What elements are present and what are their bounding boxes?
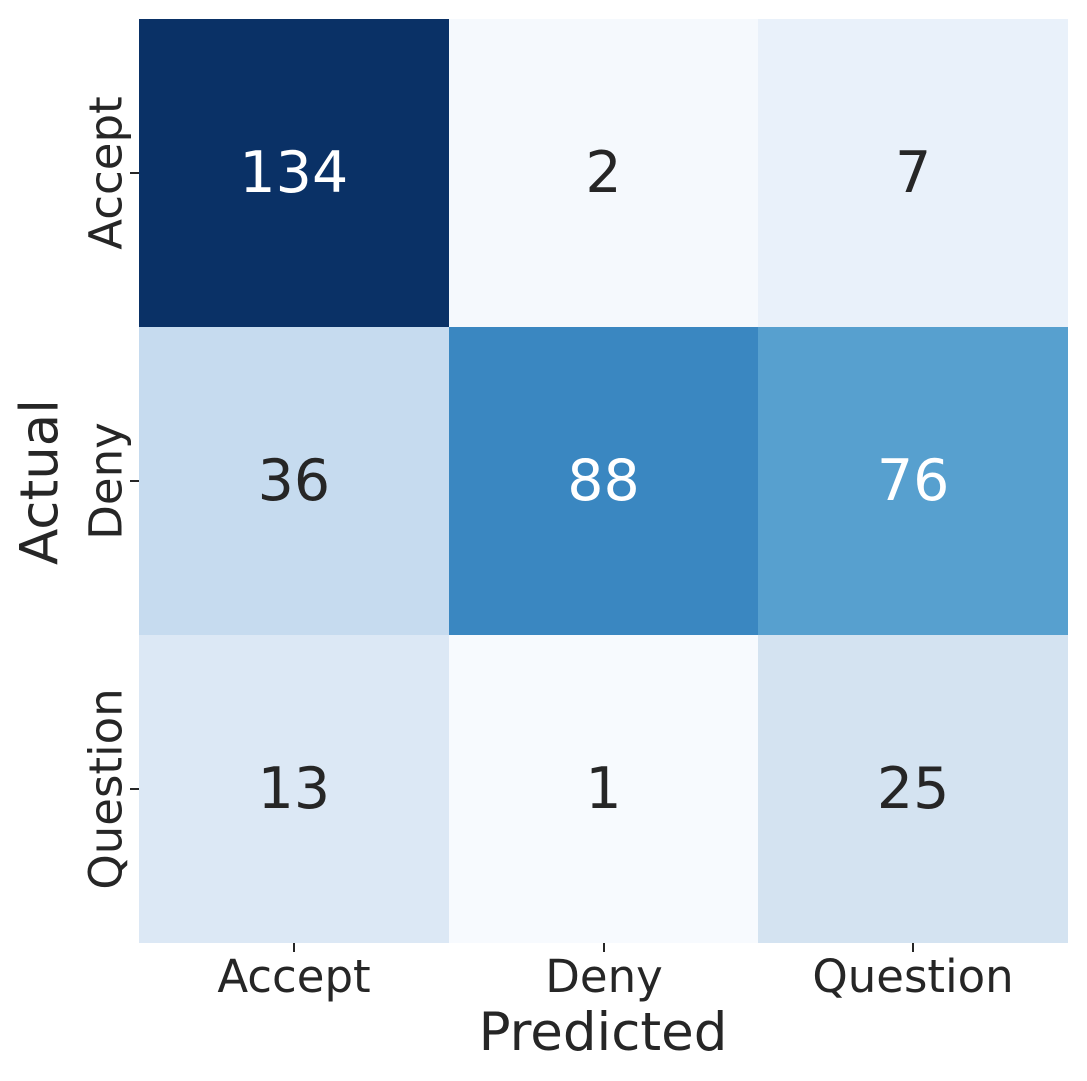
y-tick-mark — [130, 480, 139, 482]
heatmap-cell-deny-question: 76 — [758, 327, 1068, 635]
y-axis-label: Actual — [9, 398, 71, 566]
heatmap-cell-accept-deny: 2 — [448, 19, 759, 327]
x-tick-label-deny: Deny — [545, 950, 663, 1003]
heatmap-cell-question-deny: 1 — [448, 635, 759, 943]
heatmap-cell-question-question: 25 — [758, 635, 1068, 943]
x-tick-mark — [293, 943, 295, 952]
x-axis-label: Predicted — [478, 1002, 728, 1063]
x-tick-mark — [912, 943, 914, 952]
heatmap-grid: 134 2 7 36 88 76 13 1 25 — [139, 19, 1068, 943]
y-tick-mark — [130, 172, 139, 174]
heatmap-cell-accept-question: 7 — [758, 19, 1068, 327]
x-tick-label-question: Question — [812, 950, 1014, 1003]
y-tick-mark — [130, 788, 139, 790]
y-tick-label-deny: Deny — [79, 422, 133, 540]
y-tick-label-accept: Accept — [79, 96, 133, 250]
x-tick-mark — [603, 943, 605, 952]
heatmap-cell-deny-deny: 88 — [448, 327, 759, 635]
heatmap-cell-deny-accept: 36 — [139, 327, 449, 635]
x-tick-label-accept: Accept — [217, 950, 371, 1003]
heatmap-cell-accept-accept: 134 — [139, 19, 449, 327]
heatmap-cell-question-accept: 13 — [139, 635, 449, 943]
y-tick-label-question: Question — [79, 688, 133, 890]
